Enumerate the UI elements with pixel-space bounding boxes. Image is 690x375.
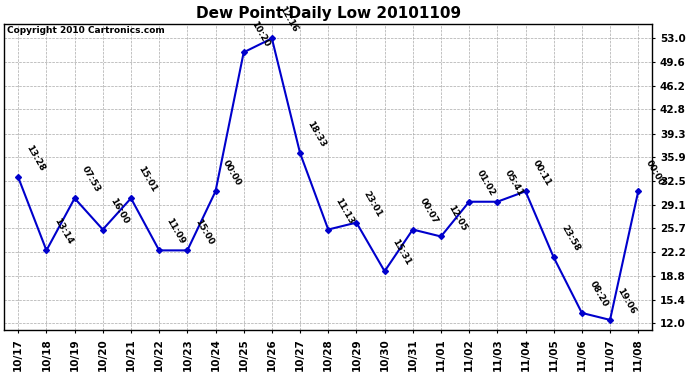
Text: 13:28: 13:28 — [24, 144, 46, 173]
Text: 12:05: 12:05 — [446, 203, 469, 232]
Text: 00:00: 00:00 — [221, 158, 243, 187]
Text: 18:33: 18:33 — [306, 120, 328, 149]
Text: Copyright 2010 Cartronics.com: Copyright 2010 Cartronics.com — [8, 26, 165, 35]
Text: 00:07: 00:07 — [418, 196, 440, 225]
Text: 15:31: 15:31 — [390, 238, 412, 267]
Text: 15:01: 15:01 — [137, 165, 159, 194]
Text: 19:06: 19:06 — [615, 286, 638, 316]
Text: 08:20: 08:20 — [587, 280, 609, 309]
Text: 15:00: 15:00 — [193, 217, 215, 246]
Text: 00:00: 00:00 — [644, 158, 666, 187]
Text: 10:20: 10:20 — [249, 19, 271, 48]
Text: 11:09: 11:09 — [165, 217, 187, 246]
Text: 13:14: 13:14 — [52, 217, 74, 246]
Text: 23:58: 23:58 — [559, 224, 582, 253]
Text: 16:00: 16:00 — [108, 196, 130, 225]
Text: 05:41: 05:41 — [503, 168, 525, 198]
Text: 00:11: 00:11 — [531, 158, 553, 187]
Text: 01:02: 01:02 — [475, 168, 497, 198]
Text: 07:53: 07:53 — [80, 165, 102, 194]
Text: 23:01: 23:01 — [362, 189, 384, 218]
Title: Dew Point Daily Low 20101109: Dew Point Daily Low 20101109 — [196, 6, 461, 21]
Text: 12:16: 12:16 — [277, 5, 299, 34]
Text: 11:13: 11:13 — [334, 196, 356, 225]
